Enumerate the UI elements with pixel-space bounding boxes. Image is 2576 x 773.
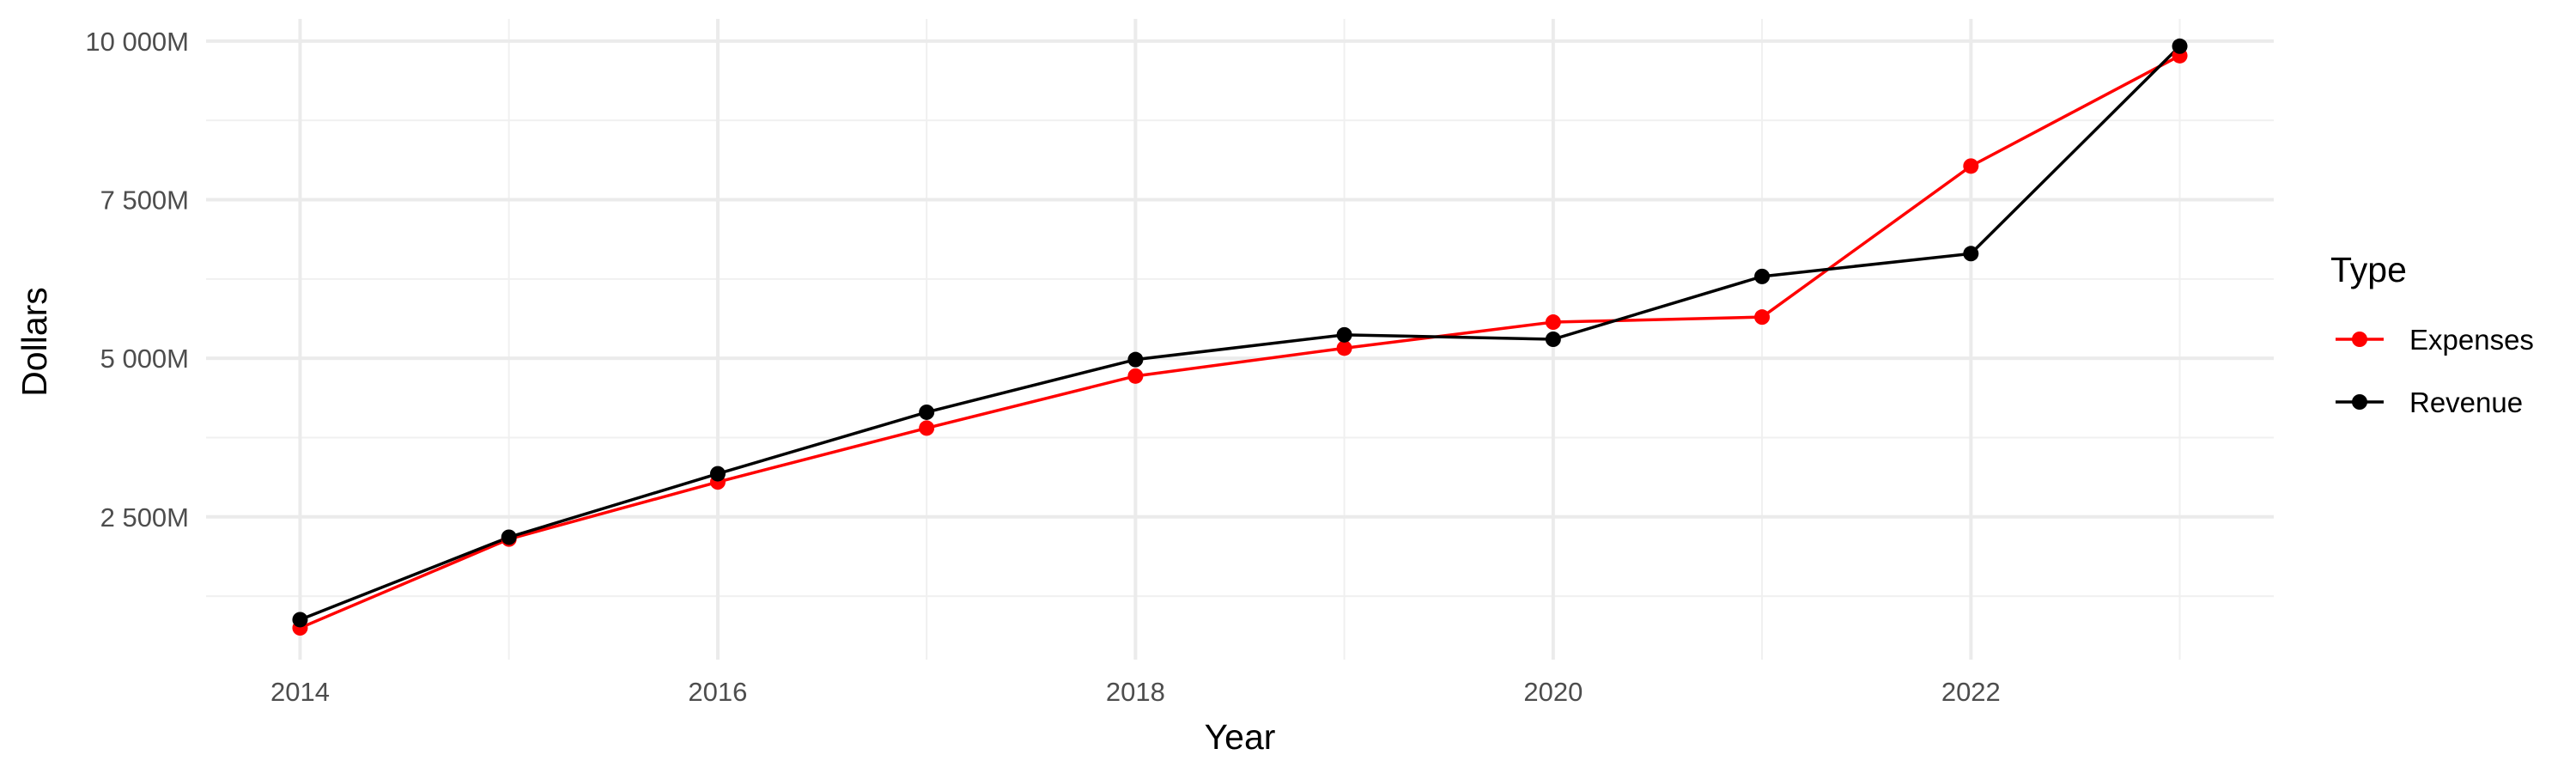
x-tick-label: 2018 [1106, 677, 1165, 707]
data-point-expenses [1337, 340, 1352, 356]
y-tick-label: 5 000M [100, 344, 189, 374]
y-tick-label: 10 000M [85, 27, 189, 57]
data-point-revenue [1754, 269, 1770, 284]
x-tick-label: 2020 [1523, 677, 1583, 707]
data-point-expenses [1127, 368, 1143, 384]
data-point-revenue [919, 405, 934, 420]
data-point-revenue [1127, 352, 1143, 368]
legend-key-point [2352, 332, 2367, 347]
data-point-expenses [1546, 314, 1561, 330]
data-point-revenue [710, 466, 726, 482]
x-tick-label: 2022 [1941, 677, 2001, 707]
legend-label: Revenue [2409, 386, 2523, 418]
legend-key-point [2352, 394, 2367, 410]
data-point-revenue [1963, 246, 1978, 261]
data-point-revenue [501, 529, 517, 545]
y-tick-label: 2 500M [100, 502, 189, 533]
legend-label: Expenses [2409, 324, 2534, 356]
data-point-expenses [1754, 309, 1770, 325]
data-point-expenses [1963, 158, 1978, 173]
data-point-expenses [919, 420, 934, 435]
x-tick-label: 2016 [688, 677, 747, 707]
data-point-revenue [292, 612, 307, 627]
x-tick-label: 2014 [270, 677, 330, 707]
data-point-revenue [2172, 39, 2188, 54]
x-axis-title: Year [1205, 717, 1276, 757]
y-axis-title: Dollars [15, 287, 54, 397]
data-point-revenue [1546, 332, 1561, 347]
data-point-revenue [1337, 327, 1352, 343]
legend-title: Type [2330, 250, 2407, 289]
y-tick-label: 7 500M [100, 186, 189, 216]
